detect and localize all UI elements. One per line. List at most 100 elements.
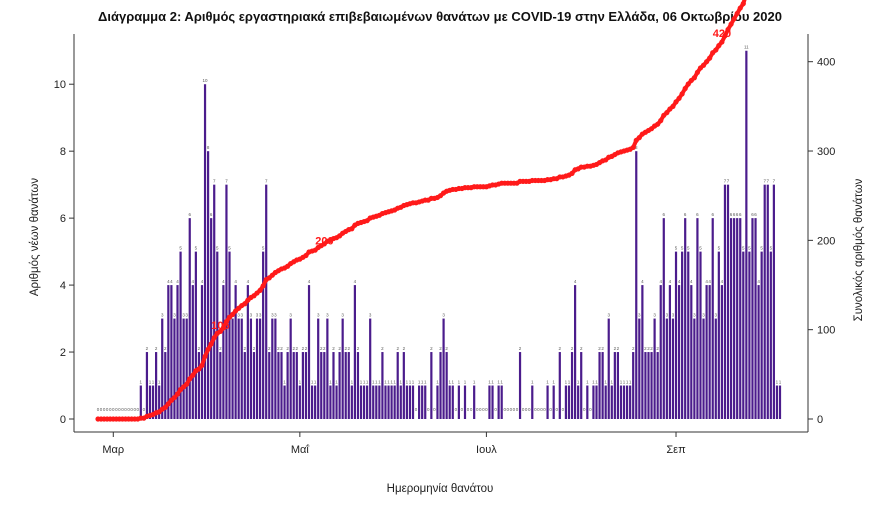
- bar-data-label: 2: [280, 346, 283, 351]
- daily-death-bar: [604, 385, 607, 419]
- daily-death-bar: [320, 352, 323, 419]
- cumulative-point: [664, 110, 670, 116]
- daily-death-bar: [598, 352, 601, 419]
- daily-death-bar: [745, 50, 748, 419]
- daily-death-bar: [167, 285, 170, 419]
- daily-death-bar: [635, 151, 638, 419]
- y-left-tick-label: 8: [60, 146, 66, 158]
- daily-death-bar: [283, 385, 286, 419]
- daily-death-bar: [390, 385, 393, 419]
- daily-death-bar: [662, 218, 665, 419]
- daily-death-bar: [760, 251, 763, 419]
- daily-death-bar: [366, 385, 369, 419]
- bar-data-label: 0: [467, 407, 470, 412]
- cumulative-line-group: [95, 0, 747, 422]
- bar-data-label: 6: [754, 212, 757, 217]
- y-left-tick-label: 4: [60, 280, 66, 292]
- daily-death-bar: [702, 318, 705, 419]
- bar-data-label: 1: [595, 380, 598, 385]
- daily-death-bar: [690, 285, 693, 419]
- daily-death-bar: [586, 385, 589, 419]
- daily-death-bar: [742, 251, 745, 419]
- cumulative-point: [716, 43, 722, 49]
- daily-death-bar: [696, 218, 699, 419]
- x-axis-title: Ημερομηνία θανάτου: [387, 483, 494, 495]
- bar-data-label: 5: [216, 246, 219, 251]
- bar-data-label: 2: [268, 346, 271, 351]
- bar-data-label: 1: [568, 380, 571, 385]
- bar-data-label: 4: [234, 279, 237, 284]
- cumulative-point: [260, 283, 266, 289]
- daily-death-bar: [323, 352, 326, 419]
- bar-data-label: 2: [647, 346, 650, 351]
- daily-death-bar: [387, 385, 390, 419]
- cumulative-point: [700, 62, 707, 68]
- bar-data-label: 0: [461, 407, 464, 412]
- daily-death-bar: [155, 352, 158, 419]
- bar-data-label: 1: [378, 380, 381, 385]
- y-axis-left-title: Αριθμός νέων θανάτων: [29, 178, 41, 297]
- bar-data-label: 2: [644, 346, 647, 351]
- bar-data-label: 1: [152, 380, 155, 385]
- line-labels-group: 105 200 420: [211, 28, 731, 332]
- daily-death-bar: [329, 385, 332, 419]
- cumulative-point: [165, 401, 171, 407]
- bar-data-label: 0: [537, 407, 540, 412]
- cumulative-point: [205, 346, 211, 352]
- bar-data-label: 4: [247, 279, 250, 284]
- daily-death-bar: [139, 385, 142, 419]
- cumulative-point: [202, 353, 208, 360]
- bar-data-label: 2: [601, 346, 604, 351]
- bar-data-label: 1: [604, 380, 607, 385]
- bar-data-label: 1: [464, 380, 467, 385]
- cumulative-point: [223, 319, 230, 325]
- bar-data-label: 2: [302, 346, 305, 351]
- cumulative-point: [569, 170, 575, 176]
- daily-death-bar: [350, 385, 353, 419]
- bar-data-label: 0: [115, 407, 118, 412]
- y-left-tick-label: 2: [60, 347, 66, 359]
- daily-death-bar: [219, 352, 222, 419]
- daily-death-bar: [674, 251, 678, 419]
- daily-death-bar: [729, 218, 733, 419]
- bar-data-label: 1: [626, 380, 629, 385]
- daily-death-bar: [592, 385, 595, 419]
- bar-data-label: 3: [274, 313, 277, 318]
- daily-death-bar: [213, 184, 216, 419]
- bar-data-label: 4: [757, 279, 760, 284]
- bar-data-label: 10: [203, 78, 209, 83]
- bar-data-label: 1: [363, 380, 366, 385]
- y-left-tick-label: 10: [54, 79, 66, 91]
- bar-data-label: 3: [250, 313, 253, 318]
- daily-death-bar: [677, 285, 681, 419]
- bar-data-label: 1: [412, 380, 415, 385]
- bar-data-label: 1: [314, 380, 317, 385]
- daily-death-bar: [632, 352, 635, 419]
- bar-data-label: 3: [672, 313, 675, 318]
- bar-data-label: 5: [195, 246, 198, 251]
- daily-death-bar: [369, 318, 372, 419]
- bar-data-label: 3: [185, 313, 188, 318]
- bar-data-label: 2: [445, 346, 448, 351]
- daily-death-bar: [411, 385, 415, 419]
- bar-data-label: 4: [222, 279, 225, 284]
- bar-data-label: 6: [711, 212, 714, 217]
- daily-death-bar: [705, 285, 708, 419]
- cumulative-point: [728, 21, 734, 27]
- y-right-tick-label: 400: [817, 57, 835, 69]
- daily-death-bar: [671, 318, 675, 419]
- daily-death-bar: [396, 352, 399, 419]
- bar-data-label: 1: [393, 380, 396, 385]
- cumulative-value-label: 200: [315, 235, 333, 247]
- daily-death-bar: [314, 385, 317, 419]
- daily-death-bar: [665, 318, 668, 419]
- bar-data-label: 0: [106, 407, 109, 412]
- daily-death-bar: [445, 352, 448, 419]
- cumulative-point: [740, 1, 746, 7]
- bar-data-label: 1: [424, 380, 427, 385]
- daily-death-bar: [268, 352, 271, 419]
- bar-data-label: 3: [256, 313, 259, 318]
- daily-death-bar: [463, 385, 467, 419]
- bar-data-label: 1: [491, 380, 494, 385]
